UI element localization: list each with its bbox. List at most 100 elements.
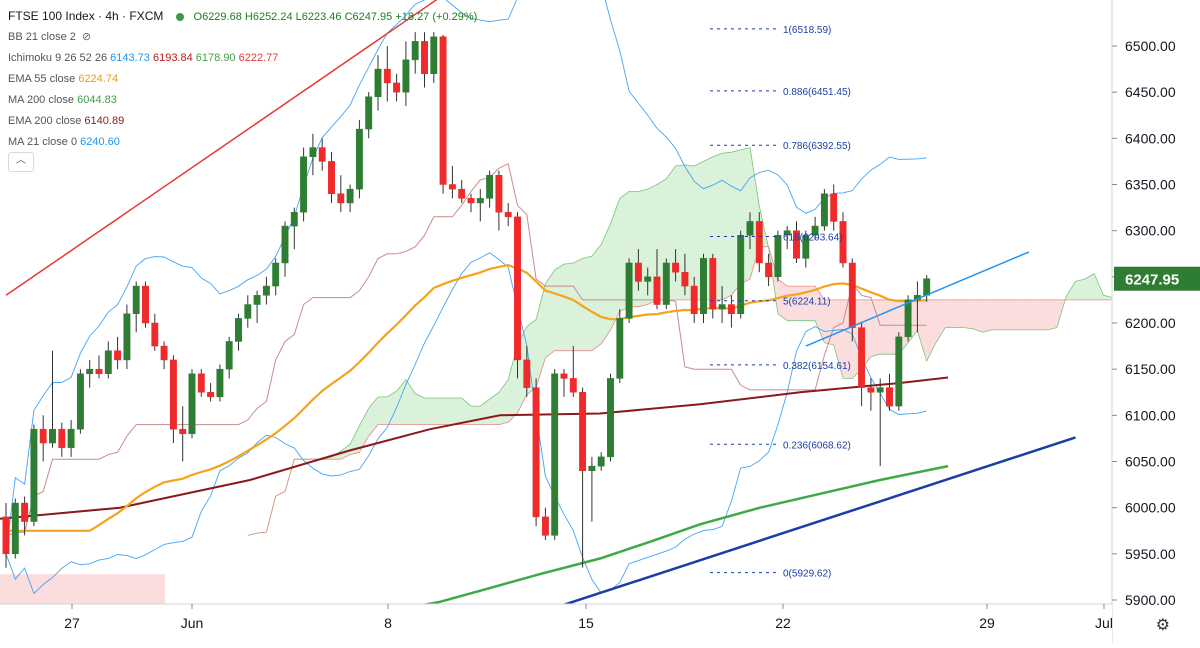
bearish-candle[interactable] — [337, 193, 345, 204]
bearish-candle[interactable] — [793, 230, 800, 259]
bullish-candle[interactable] — [86, 368, 94, 375]
bearish-candle[interactable] — [569, 378, 577, 393]
bearish-candle[interactable] — [95, 368, 103, 375]
bearish-candle[interactable] — [151, 322, 159, 347]
bullish-candle[interactable] — [700, 258, 707, 315]
trendline[interactable] — [536, 436, 1076, 613]
bullish-candle[interactable] — [718, 304, 726, 310]
bullish-candle[interactable] — [225, 341, 233, 370]
bullish-candle[interactable] — [216, 368, 224, 398]
bullish-candle[interactable] — [355, 128, 363, 190]
indicator-row[interactable]: EMA 200 close 6140.89 — [8, 111, 477, 132]
bearish-candle[interactable] — [514, 216, 521, 361]
bearish-candle[interactable] — [867, 387, 875, 393]
bullish-candle[interactable] — [272, 262, 280, 287]
bullish-candle[interactable] — [662, 262, 670, 305]
bearish-candle[interactable] — [328, 161, 335, 194]
bullish-candle[interactable] — [290, 211, 298, 227]
bearish-candle[interactable] — [21, 502, 29, 522]
bearish-candle[interactable] — [634, 262, 642, 282]
symbol-title[interactable]: FTSE 100 Index · 4h · FXCM — [8, 9, 164, 23]
bearish-candle[interactable] — [58, 428, 66, 448]
bearish-candle[interactable] — [848, 262, 856, 328]
bullish-candle[interactable] — [607, 378, 614, 458]
bearish-candle[interactable] — [318, 147, 326, 162]
bearish-candle[interactable] — [532, 387, 540, 518]
bearish-candle[interactable] — [439, 36, 447, 185]
bearish-candle[interactable] — [672, 262, 680, 273]
bearish-candle[interactable] — [523, 359, 531, 388]
bearish-candle[interactable] — [495, 175, 503, 213]
bullish-candle[interactable] — [76, 373, 84, 430]
bullish-candle[interactable] — [67, 428, 75, 448]
bullish-candle[interactable] — [783, 230, 791, 236]
bullish-candle[interactable] — [644, 276, 652, 282]
settings-gear-icon[interactable]: ⚙ — [1155, 617, 1170, 634]
bearish-candle[interactable] — [169, 359, 177, 430]
hidden-eye-icon[interactable]: ⊘ — [81, 31, 92, 43]
bullish-candle[interactable] — [49, 428, 56, 444]
bullish-candle[interactable] — [876, 387, 884, 393]
bullish-candle[interactable] — [820, 193, 828, 227]
bullish-candle[interactable] — [597, 456, 605, 467]
bearish-candle[interactable] — [458, 188, 466, 199]
bearish-candle[interactable] — [393, 82, 401, 93]
bearish-candle[interactable] — [160, 345, 168, 361]
bearish-candle[interactable] — [727, 304, 735, 315]
indicator-row[interactable]: BB 21 close 2 ⊘ — [8, 27, 477, 48]
bullish-candle[interactable] — [802, 235, 810, 259]
bullish-candle[interactable] — [616, 318, 624, 379]
bullish-candle[interactable] — [774, 235, 782, 278]
bearish-candle[interactable] — [2, 516, 10, 555]
indicator-row[interactable]: MA 21 close 0 6240.60 — [8, 132, 477, 153]
trendline[interactable] — [5, 0, 443, 296]
bullish-candle[interactable] — [411, 41, 419, 61]
bullish-candle[interactable] — [430, 36, 438, 74]
price-axis[interactable]: 5900.00 5950.00 6000.00 6050.00 6100.00 6150.… — [1111, 0, 1200, 643]
bearish-candle[interactable] — [207, 392, 215, 398]
bullish-candle[interactable] — [309, 147, 317, 158]
bullish-candle[interactable] — [132, 285, 140, 315]
bullish-candle[interactable] — [244, 304, 252, 319]
bullish-candle[interactable] — [104, 350, 112, 375]
bearish-candle[interactable] — [765, 262, 773, 278]
bearish-candle[interactable] — [197, 373, 205, 393]
indicator-row[interactable]: Ichimoku 9 26 52 26 6143.73 6193.84 6178… — [8, 48, 477, 69]
bullish-candle[interactable] — [374, 68, 382, 98]
bearish-candle[interactable] — [839, 221, 847, 264]
bearish-candle[interactable] — [421, 41, 428, 74]
bullish-candle[interactable] — [746, 221, 754, 236]
bearish-candle[interactable] — [755, 221, 763, 264]
bullish-candle[interactable] — [486, 175, 494, 199]
bearish-candle[interactable] — [504, 211, 512, 218]
bullish-candle[interactable] — [588, 465, 596, 471]
indicator-row[interactable]: EMA 55 close 6224.74 — [8, 69, 477, 90]
bearish-candle[interactable] — [114, 350, 122, 361]
bullish-candle[interactable] — [262, 285, 270, 296]
bearish-candle[interactable] — [709, 258, 717, 310]
bullish-candle[interactable] — [811, 225, 819, 236]
bearish-candle[interactable] — [467, 198, 475, 204]
bullish-candle[interactable] — [300, 156, 308, 213]
bearish-candle[interactable] — [541, 516, 549, 536]
bullish-candle[interactable] — [30, 428, 38, 522]
bullish-candle[interactable] — [476, 198, 484, 204]
bearish-candle[interactable] — [179, 428, 187, 435]
bullish-candle[interactable] — [11, 502, 19, 555]
bearish-candle[interactable] — [886, 387, 893, 407]
bullish-candle[interactable] — [737, 235, 745, 315]
bullish-candle[interactable] — [904, 299, 912, 338]
bullish-candle[interactable] — [123, 313, 131, 361]
bearish-candle[interactable] — [681, 271, 689, 287]
bullish-candle[interactable] — [895, 336, 903, 407]
collapse-legend-button[interactable]: ︿ — [8, 152, 34, 172]
bearish-candle[interactable] — [690, 285, 698, 315]
bullish-candle[interactable] — [281, 225, 289, 264]
bearish-candle[interactable] — [448, 184, 456, 190]
bullish-candle[interactable] — [402, 59, 410, 93]
bearish-candle[interactable] — [579, 392, 587, 471]
trendline[interactable] — [805, 251, 1030, 347]
bearish-candle[interactable] — [653, 276, 661, 305]
